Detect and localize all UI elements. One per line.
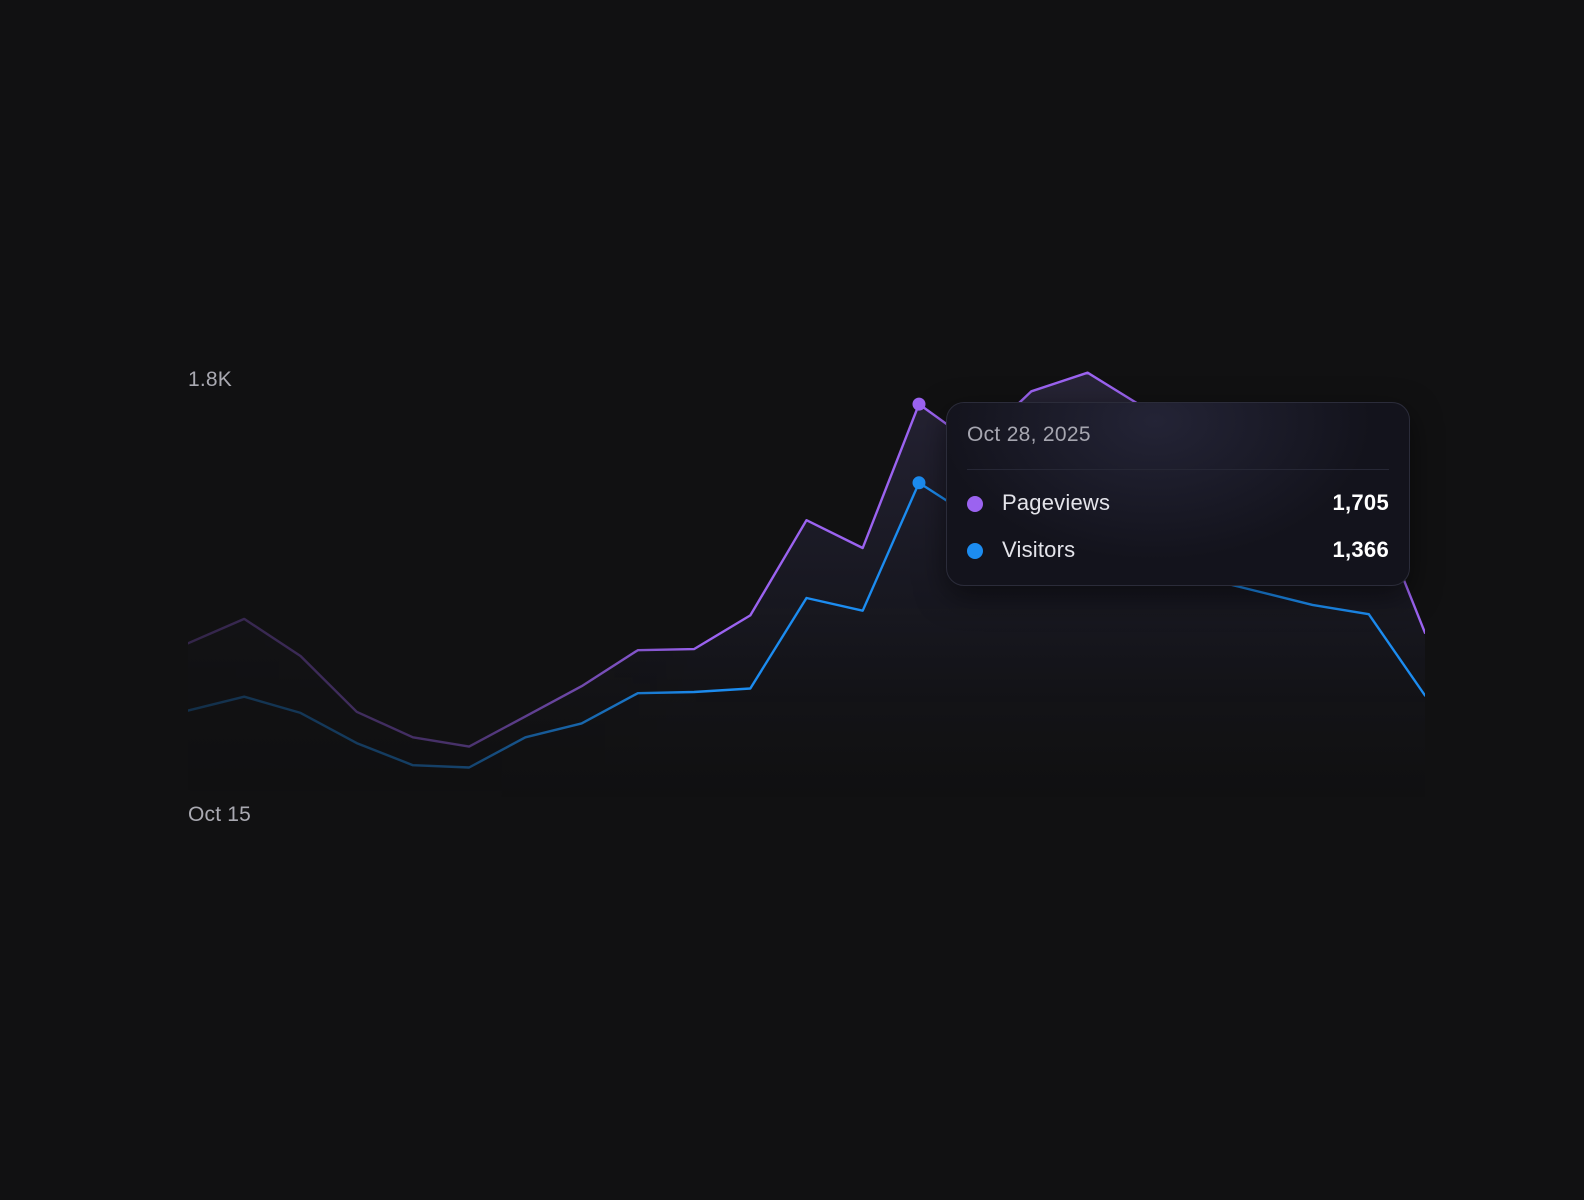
y-axis-max-tick: 1.8K <box>188 368 232 391</box>
pageviews-legend-dot <box>967 496 983 512</box>
visitors-highlight-point[interactable] <box>912 476 926 490</box>
visitors-value: 1,366 <box>1332 537 1389 562</box>
tooltip-date: Oct 28, 2025 <box>967 423 1091 446</box>
visitors-label: Visitors <box>1002 537 1076 562</box>
chart-tooltip: Oct 28, 2025 Pageviews 1,705 Visitors 1,… <box>946 402 1410 586</box>
tooltip-row-pageviews: Pageviews 1,705 <box>967 489 1389 519</box>
pageviews-highlight-point[interactable] <box>912 397 926 411</box>
visitors-legend-dot <box>967 543 983 559</box>
pageviews-value: 1,705 <box>1332 490 1389 515</box>
tooltip-divider <box>967 469 1389 470</box>
pageviews-label: Pageviews <box>1002 490 1111 515</box>
tooltip-row-visitors: Visitors 1,366 <box>967 536 1389 566</box>
x-axis-start-tick: Oct 15 <box>188 803 252 826</box>
